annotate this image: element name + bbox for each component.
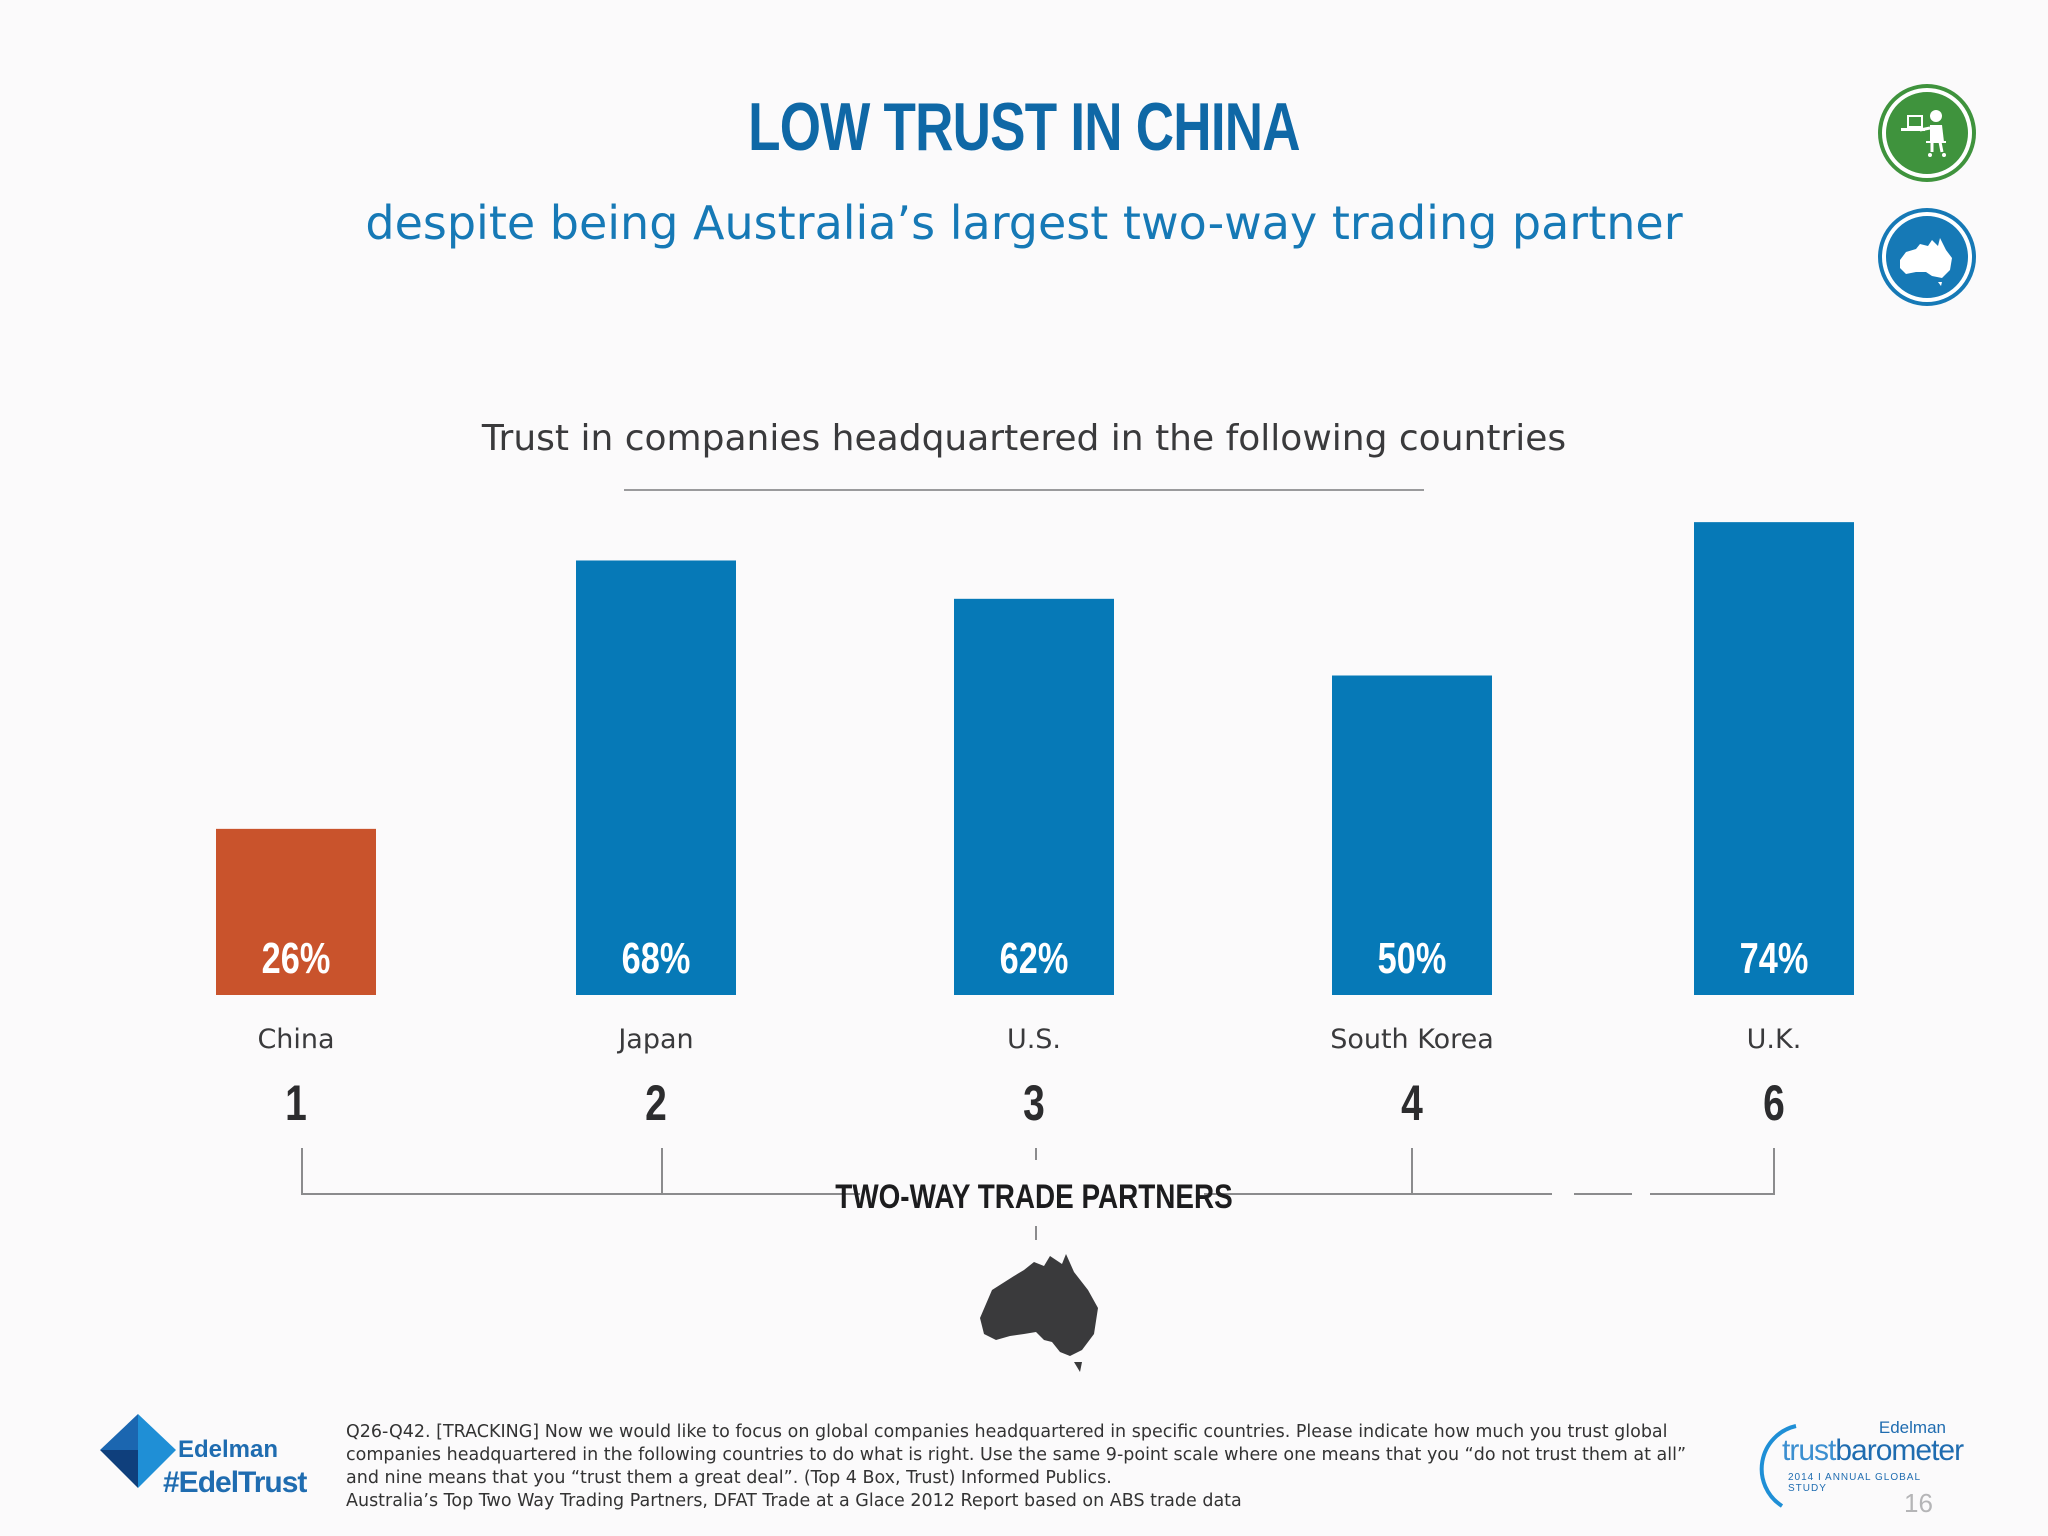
barometer-arc-icon	[1759, 1424, 1797, 1508]
data-label: 62%	[1000, 934, 1069, 983]
data-label: 50%	[1378, 934, 1447, 983]
trust-barometer-wordmark: trustbarometer	[1782, 1434, 1964, 1467]
trade-rank-label: 2	[645, 1074, 667, 1131]
page-number: 16	[1904, 1488, 1933, 1518]
page-title: LOW TRUST IN CHINA	[748, 89, 1300, 165]
trust-barometer-brand: Edelman	[1878, 1418, 1946, 1437]
hashtag: #EdelTrust	[163, 1466, 307, 1499]
bar-u-k	[1694, 522, 1854, 995]
chart-title: Trust in companies headquartered in the …	[481, 418, 1567, 459]
australia-map-icon	[980, 1254, 1098, 1372]
category-label: U.K.	[1747, 1024, 1802, 1055]
bracket-label: TWO-WAY TRADE PARTNERS	[835, 1177, 1232, 1215]
trust-barometer-subtitle: 2014 I ANNUAL GLOBAL STUDY	[1788, 1472, 1921, 1494]
category-label: Japan	[616, 1024, 693, 1055]
trade-rank-label: 1	[285, 1074, 307, 1131]
australia-map-icon	[1882, 212, 1972, 302]
trade-rank-label: 3	[1023, 1074, 1045, 1131]
bar-u-s	[954, 598, 1114, 995]
footnote: Q26-Q42. [TRACKING] Now we would like to…	[346, 1421, 1686, 1513]
category-label: U.S.	[1007, 1024, 1061, 1055]
category-label: South Korea	[1330, 1024, 1494, 1055]
bars-layer: 26% China 1 68% Japan 2 62% U.S. 3 50% South Korea…	[216, 522, 1854, 1131]
trust-barometer-logo: Edelman trustbarometer 2014 I ANNUAL GLO…	[1752, 1418, 1964, 1518]
page-subtitle: despite being Australia’s largest two-wa…	[365, 196, 1683, 250]
data-label: 74%	[1740, 934, 1809, 983]
bar-japan	[576, 560, 736, 995]
edelman-wordmark: Edelman	[178, 1436, 279, 1463]
footnote-methodology: Q26-Q42. [TRACKING] Now we would like to…	[346, 1422, 1687, 1488]
trade-rank-label: 6	[1763, 1074, 1785, 1131]
bar-china	[216, 828, 376, 995]
bar-chart: 26% China 1 68% Japan 2 62% U.S. 3 50% South Korea…	[216, 522, 1854, 1372]
trade-partner-bracket	[301, 1148, 1775, 1240]
category-label: China	[257, 1024, 334, 1055]
person-at-laptop-icon	[1882, 88, 1972, 178]
edelman-logo-icon	[100, 1414, 176, 1488]
footnote-source: Australia’s Top Two Way Trading Partners…	[346, 1491, 1242, 1511]
bar-south-korea	[1332, 675, 1492, 995]
trade-rank-label: 4	[1401, 1074, 1423, 1131]
title-divider	[624, 489, 1424, 491]
data-label: 68%	[622, 934, 691, 983]
data-label: 26%	[262, 934, 331, 983]
